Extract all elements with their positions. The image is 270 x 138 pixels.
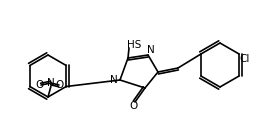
Text: O: O — [130, 101, 138, 111]
Text: HS: HS — [127, 40, 141, 50]
Text: N: N — [47, 78, 55, 88]
Text: N: N — [110, 75, 118, 85]
Text: O: O — [56, 80, 64, 90]
Text: N: N — [147, 45, 155, 55]
Text: Cl: Cl — [240, 54, 250, 64]
Text: O: O — [36, 80, 44, 90]
